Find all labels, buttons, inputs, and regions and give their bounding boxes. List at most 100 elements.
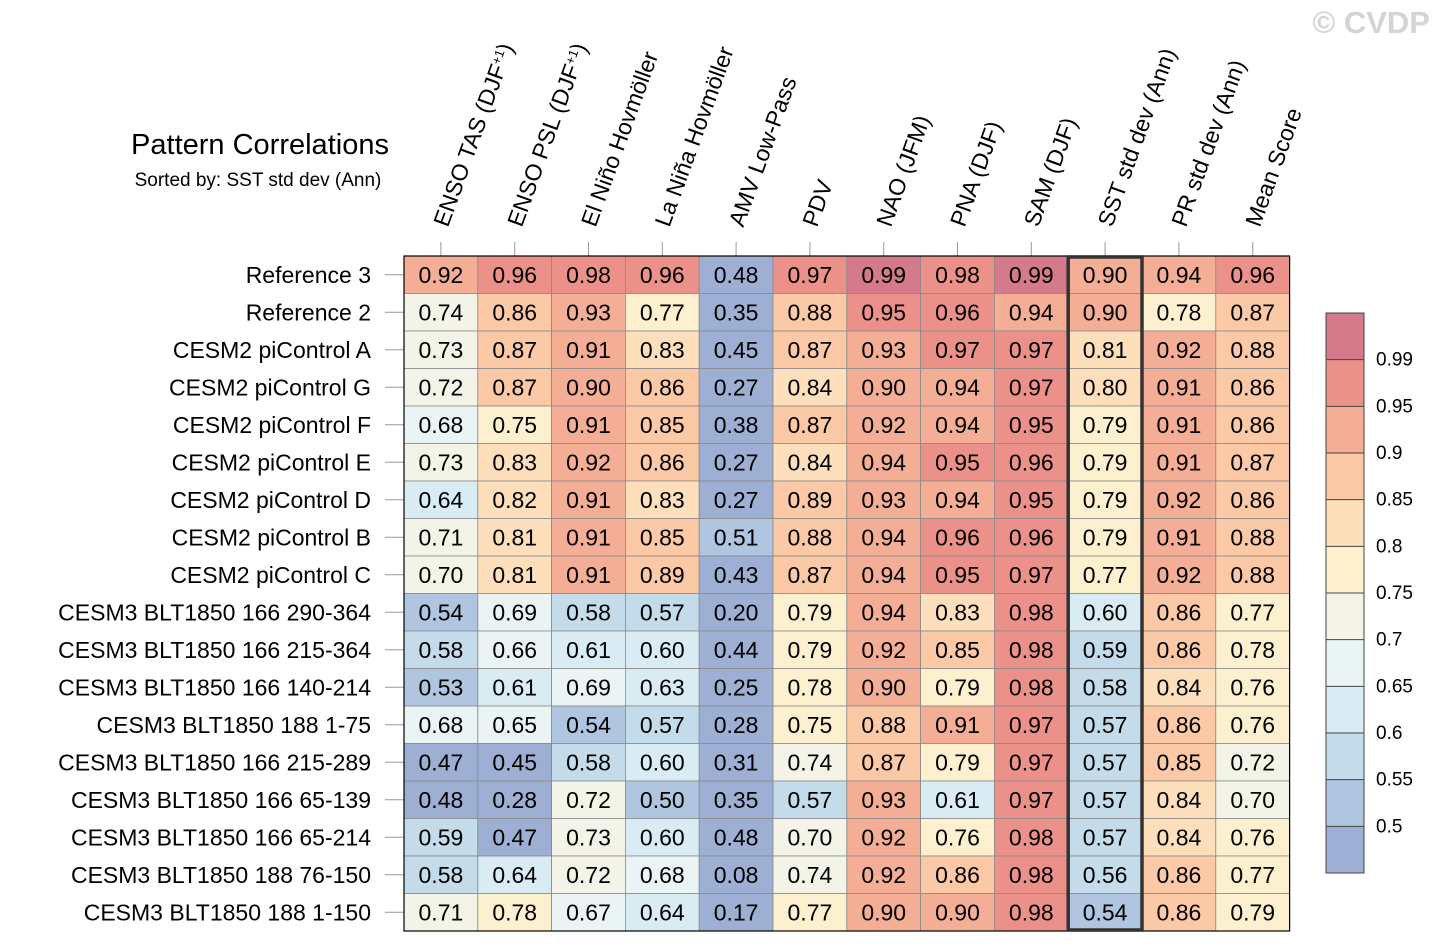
heatmap-cell (920, 818, 995, 857)
cell-value: 0.91 (566, 524, 611, 550)
cell-value: 0.92 (1157, 562, 1202, 588)
cell-value: 0.78 (1157, 299, 1202, 325)
cell-value: 0.94 (861, 524, 906, 550)
cell-value: 0.72 (566, 787, 611, 813)
row-labels: Reference 3 Reference 2 CESM2 piControl A C… (58, 262, 404, 925)
cell-value: 0.98 (1009, 824, 1054, 850)
cell-value: 0.79 (935, 749, 980, 775)
heatmap-cell (1067, 855, 1143, 894)
colorbar-swatch (1326, 453, 1364, 500)
heatmap-cell (698, 668, 774, 707)
cell-value: 0.79 (1230, 899, 1275, 925)
heatmap-cell (551, 593, 626, 632)
heatmap-cell (625, 330, 700, 369)
heatmap-cell (772, 293, 848, 332)
cell-value: 0.97 (1009, 787, 1054, 813)
cell-value: 0.92 (566, 449, 611, 475)
heatmap-cell (625, 668, 700, 707)
cell-value: 0.61 (492, 674, 537, 700)
heatmap-cells: 0.92 0.96 0.98 0.96 0.48 0.97 0.99 0.98 0.99 0.90… (403, 255, 1291, 932)
heatmap-cell (1141, 555, 1217, 594)
cell-value: 0.91 (566, 487, 611, 513)
colorbar-label: 0.65 (1376, 676, 1413, 697)
cell-value: 0.54 (1083, 899, 1128, 925)
row-label: CESM3 BLT1850 188 1-75 (97, 712, 371, 738)
cell-value: 0.75 (492, 412, 537, 438)
heatmap-cell (920, 293, 995, 332)
cell-value: 0.94 (861, 562, 906, 588)
cell-value: 0.54 (566, 712, 611, 738)
cell-value: 0.91 (566, 412, 611, 438)
heatmap-cell (772, 855, 848, 894)
cell-value: 0.98 (1009, 674, 1054, 700)
cell-value: 0.81 (492, 524, 537, 550)
heatmap-cell (772, 480, 848, 519)
heatmap-cell (846, 593, 921, 632)
cell-value: 0.95 (935, 449, 980, 475)
cell-value: 0.86 (1157, 637, 1202, 663)
cell-value: 0.25 (714, 674, 759, 700)
heatmap-cell (698, 555, 774, 594)
cell-value: 0.88 (788, 299, 833, 325)
cell-value: 0.90 (861, 374, 906, 400)
heatmap-cell (551, 405, 626, 444)
heatmap-cell (477, 555, 552, 594)
cell-value: 0.87 (788, 337, 833, 363)
cell-value: 0.57 (788, 787, 833, 813)
heatmap-cell (477, 518, 552, 557)
cell-value: 0.87 (788, 562, 833, 588)
colorbar-label: 0.8 (1376, 536, 1402, 557)
heatmap-cell (551, 443, 626, 482)
cell-value: 0.96 (1009, 449, 1054, 475)
cell-value: 0.44 (714, 637, 759, 663)
heatmap-cell (698, 593, 774, 632)
cell-value: 0.85 (640, 412, 685, 438)
cell-value: 0.93 (861, 487, 906, 513)
heatmap-cell (994, 293, 1069, 332)
cell-value: 0.61 (566, 637, 611, 663)
cell-value: 0.08 (714, 862, 759, 888)
heatmap-cell (698, 480, 774, 519)
cell-value: 0.47 (419, 749, 464, 775)
cell-value: 0.27 (714, 487, 759, 513)
heatmap-cell (1141, 405, 1217, 444)
sort-column-highlight (1066, 255, 1144, 932)
cell-value: 0.57 (1083, 712, 1128, 738)
cell-value: 0.97 (935, 337, 980, 363)
cell-value: 0.97 (1009, 337, 1054, 363)
row-label: CESM2 piControl A (173, 337, 372, 363)
row-label: CESM2 piControl E (172, 449, 371, 475)
cell-value: 0.88 (1230, 524, 1275, 550)
heatmap-cell (994, 405, 1069, 444)
heatmap-cell (772, 705, 848, 744)
cell-value: 0.48 (714, 824, 759, 850)
cell-value: 0.68 (640, 862, 685, 888)
heatmap-cell (1067, 480, 1143, 519)
column-header-sst-std-dev-ann: SST std dev (Ann) (1092, 45, 1181, 230)
heatmap-cell (994, 443, 1069, 482)
cell-value: 0.93 (861, 337, 906, 363)
cell-value: 0.64 (492, 862, 537, 888)
cell-value: 0.86 (1230, 412, 1275, 438)
heatmap-cell (920, 855, 995, 894)
heatmap-cell (1215, 480, 1291, 519)
cell-value: 0.57 (1083, 749, 1128, 775)
heatmap-cell (920, 780, 995, 819)
heatmap-cell (1067, 705, 1143, 744)
cell-value: 0.79 (1083, 449, 1128, 475)
cell-value: 0.96 (935, 524, 980, 550)
heatmap-cell (1067, 293, 1143, 332)
cell-value: 0.31 (714, 749, 759, 775)
cell-value: 0.94 (861, 599, 906, 625)
row-label: CESM3 BLT1850 166 65-139 (71, 787, 371, 813)
heatmap-cell (403, 443, 479, 482)
heatmap-cell (477, 368, 552, 407)
cell-value: 0.77 (1230, 599, 1275, 625)
cell-value: 0.58 (1083, 674, 1128, 700)
cell-value: 0.57 (1083, 824, 1128, 850)
cell-value: 0.82 (492, 487, 537, 513)
cell-value: 0.86 (935, 862, 980, 888)
cell-value: 0.92 (1157, 337, 1202, 363)
colorbar-label: 0.99 (1376, 350, 1413, 371)
cell-value: 0.59 (419, 824, 464, 850)
